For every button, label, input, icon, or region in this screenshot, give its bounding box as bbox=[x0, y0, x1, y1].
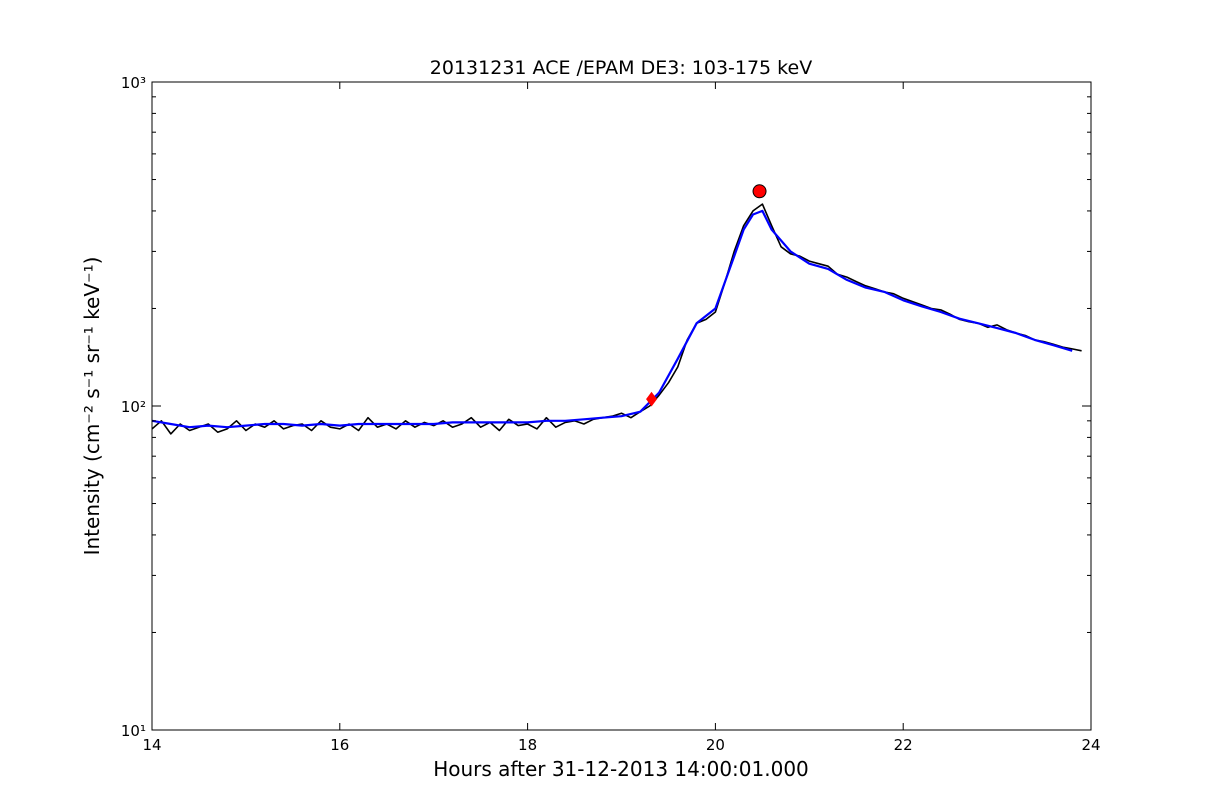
x-tick-label: 18 bbox=[518, 736, 537, 754]
y-tick-label: 10¹ bbox=[121, 722, 146, 740]
plot-area: 14 16 18 20 22 24 10¹ 10² 10³ bbox=[121, 74, 1101, 754]
y-axis-label: Intensity (cm⁻² s⁻¹ sr⁻¹ keV⁻¹) bbox=[80, 257, 104, 556]
x-tick-label: 14 bbox=[142, 736, 161, 754]
marker-diamond bbox=[646, 391, 658, 407]
x-tick-label: 16 bbox=[330, 736, 349, 754]
y-tick-label: 10³ bbox=[121, 74, 146, 92]
chart-title: 20131231 ACE /EPAM DE3: 103-175 keV bbox=[430, 57, 812, 79]
x-tick-label: 22 bbox=[894, 736, 913, 754]
x-tick-label: 24 bbox=[1081, 736, 1100, 754]
x-axis-label: Hours after 31-12-2013 14:00:01.000 bbox=[433, 757, 809, 781]
y-tick-label: 10² bbox=[121, 398, 146, 416]
x-tick-label: 20 bbox=[706, 736, 725, 754]
series-line-smoothed bbox=[152, 209, 1073, 429]
marker-circle bbox=[752, 184, 767, 199]
